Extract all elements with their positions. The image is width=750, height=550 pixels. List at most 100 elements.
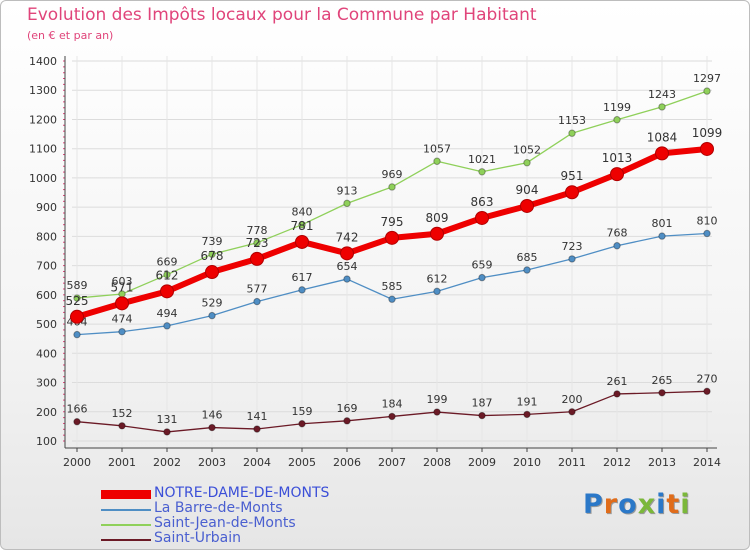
- legend-label: NOTRE-DAME-DE-MONTS: [154, 485, 330, 501]
- data-label: 863: [471, 195, 494, 209]
- x-tick-label: 2002: [153, 456, 181, 469]
- data-label: 810: [697, 214, 718, 227]
- data-point: [475, 210, 489, 225]
- data-point: [343, 275, 351, 283]
- data-label: 166: [67, 403, 88, 416]
- logo-letter: i: [680, 489, 691, 520]
- data-point: [163, 270, 171, 279]
- data-label: 913: [337, 184, 358, 197]
- data-point: [703, 387, 711, 396]
- data-point: [118, 327, 126, 336]
- data-label: 669: [157, 256, 178, 269]
- data-label: 529: [202, 297, 223, 310]
- data-point: [253, 425, 261, 433]
- data-point: [160, 284, 174, 299]
- y-tick-label: 300: [36, 377, 57, 390]
- data-label: 678: [201, 249, 224, 263]
- x-tick-label: 2006: [333, 456, 361, 469]
- y-tick-label: 800: [36, 230, 57, 243]
- data-label: 809: [426, 211, 449, 225]
- data-label: 585: [382, 280, 403, 293]
- data-point: [523, 266, 531, 274]
- y-tick-label: 400: [36, 347, 57, 360]
- data-point: [613, 390, 621, 398]
- data-label: 1052: [513, 144, 541, 157]
- data-point: [478, 273, 486, 282]
- y-tick-label: 700: [36, 260, 57, 273]
- data-point: [520, 198, 534, 213]
- data-point: [430, 226, 444, 241]
- data-point: [295, 234, 309, 249]
- data-label: 612: [156, 268, 179, 282]
- chart-subtitle: (en € et par an): [27, 29, 114, 42]
- data-label: 654: [337, 260, 358, 273]
- legend-label: La Barre-de-Monts: [154, 500, 283, 516]
- data-point: [568, 129, 576, 137]
- x-tick-label: 2004: [243, 456, 271, 469]
- data-point: [73, 330, 81, 339]
- data-label: 795: [381, 215, 404, 229]
- data-point: [568, 408, 576, 416]
- data-label: 494: [157, 307, 178, 320]
- data-label: 1153: [558, 114, 586, 127]
- data-label: 603: [112, 275, 133, 288]
- data-point: [298, 286, 306, 294]
- data-label: 840: [292, 206, 313, 219]
- x-tick-label: 2003: [198, 456, 226, 469]
- data-label: 768: [607, 227, 628, 240]
- data-point: [340, 246, 354, 261]
- data-point: [565, 185, 579, 200]
- data-point: [115, 296, 129, 311]
- data-point: [388, 183, 396, 191]
- legend-swatch: [101, 524, 151, 526]
- data-point: [388, 295, 396, 303]
- data-label: 146: [202, 409, 223, 422]
- data-label: 612: [427, 272, 448, 285]
- logo-letter: x: [637, 489, 657, 520]
- y-tick-label: 1300: [29, 84, 57, 97]
- x-tick-label: 2005: [288, 456, 316, 469]
- data-label: 778: [247, 224, 268, 237]
- x-tick-label: 2000: [63, 456, 91, 469]
- logo-letter: r: [603, 489, 619, 520]
- data-point: [388, 412, 396, 421]
- data-label: 659: [472, 259, 493, 272]
- data-label: 723: [246, 236, 269, 250]
- data-label: 261: [607, 375, 628, 388]
- data-point: [343, 417, 351, 425]
- data-label: 169: [337, 402, 358, 415]
- legend-swatch: [101, 539, 151, 541]
- logo-letter: P: [583, 489, 604, 520]
- data-label: 159: [292, 405, 313, 418]
- x-tick-label: 2010: [513, 456, 541, 469]
- data-point: [208, 311, 216, 320]
- logo-letter: o: [618, 489, 638, 520]
- y-tick-label: 900: [36, 201, 57, 214]
- data-label: 781: [291, 219, 314, 233]
- data-label: 184: [382, 397, 403, 410]
- x-tick-label: 2008: [423, 456, 451, 469]
- data-point: [478, 411, 486, 420]
- data-point: [163, 428, 171, 436]
- data-point: [658, 389, 666, 397]
- data-point: [703, 87, 711, 95]
- x-tick-label: 2011: [558, 456, 586, 469]
- data-point: [163, 322, 171, 330]
- data-label: 1243: [648, 88, 676, 101]
- data-label: 200: [562, 393, 583, 406]
- data-point: [433, 287, 441, 296]
- data-label: 1057: [423, 142, 451, 155]
- x-tick-label: 2014: [693, 456, 721, 469]
- logo-letter: t: [666, 489, 681, 520]
- proxiti-logo: Proxiti: [583, 489, 691, 520]
- x-tick-label: 2007: [378, 456, 406, 469]
- data-point: [610, 167, 624, 182]
- x-tick-label: 2009: [468, 456, 496, 469]
- data-point: [253, 297, 261, 306]
- data-point: [433, 408, 441, 416]
- data-point: [118, 422, 126, 430]
- y-tick-label: 1200: [29, 113, 57, 126]
- data-point: [73, 418, 81, 426]
- legend-swatch: [101, 509, 151, 511]
